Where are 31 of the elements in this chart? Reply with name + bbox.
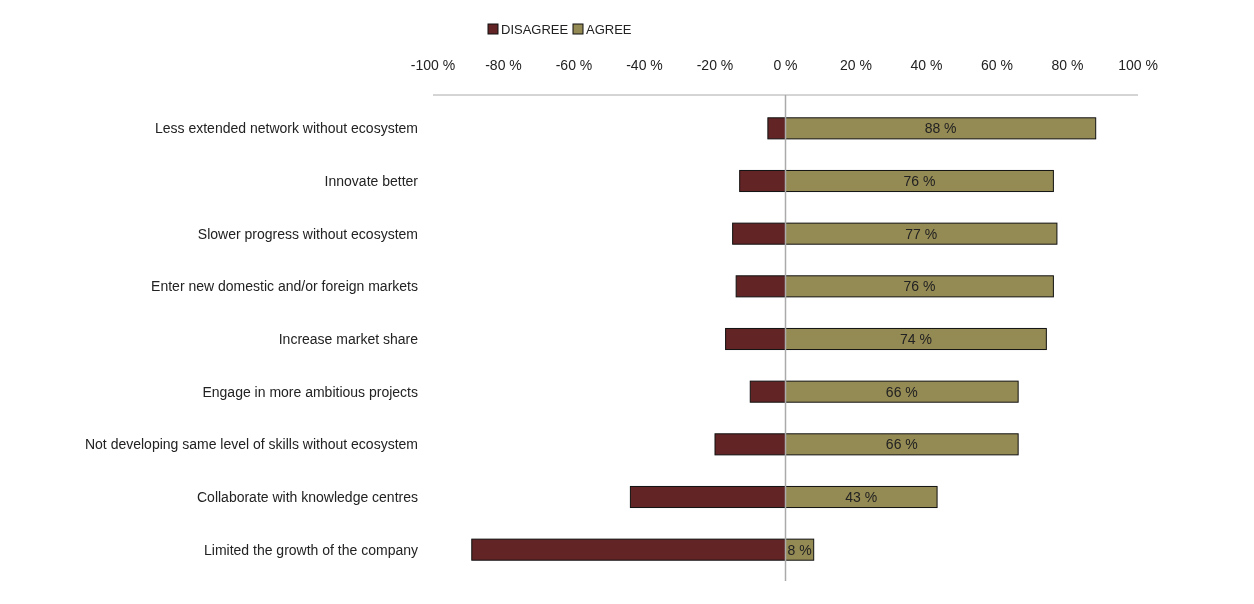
- y-tick-label: Innovate better: [324, 173, 419, 189]
- y-tick-label: Enter new domestic and/or foreign markets: [151, 278, 418, 295]
- data-label: 77 %: [905, 225, 938, 242]
- x-tick-label: -100 %: [410, 57, 456, 73]
- legend-label: DISAGREE: [501, 22, 569, 37]
- x-tick-label: 0 %: [773, 57, 798, 73]
- y-tick-label: Limited the growth of the company: [203, 541, 418, 558]
- x-tick-label: 100 %: [1118, 57, 1158, 73]
- y-tick-label: Less extended network without ecosystem: [154, 120, 418, 137]
- x-tick-label: 80 %: [1051, 57, 1084, 73]
- x-tick-label: 40 %: [910, 57, 943, 73]
- x-tick-label: -80 %: [485, 57, 522, 73]
- data-label: 88 %: [924, 120, 957, 137]
- data-label: 74 %: [899, 331, 932, 347]
- y-tick-label: Engage in more ambitious projects: [202, 383, 418, 400]
- x-tick-label: 20 %: [840, 57, 872, 73]
- legend-label: AGREE: [586, 22, 632, 37]
- data-label: 66 %: [885, 436, 918, 453]
- data-label: 43 %: [845, 489, 878, 505]
- y-tick-label: Collaborate with knowledge centres: [196, 489, 418, 505]
- data-label: 66 %: [885, 383, 918, 400]
- x-tick-label: -60 %: [555, 57, 593, 73]
- data-label: 8 %: [787, 541, 812, 558]
- data-label: 76 %: [903, 278, 936, 295]
- x-tick-label: -20 %: [696, 57, 734, 73]
- x-tick-label: 60 %: [981, 57, 1013, 73]
- y-tick-label: Not developing same level of skills without ecosystem: [84, 436, 418, 453]
- x-tick-label: -40 %: [626, 57, 663, 73]
- y-tick-label: Increase market share: [278, 331, 419, 347]
- y-tick-label: Slower progress without ecosystem: [197, 225, 418, 242]
- data-label: 76 %: [903, 173, 936, 189]
